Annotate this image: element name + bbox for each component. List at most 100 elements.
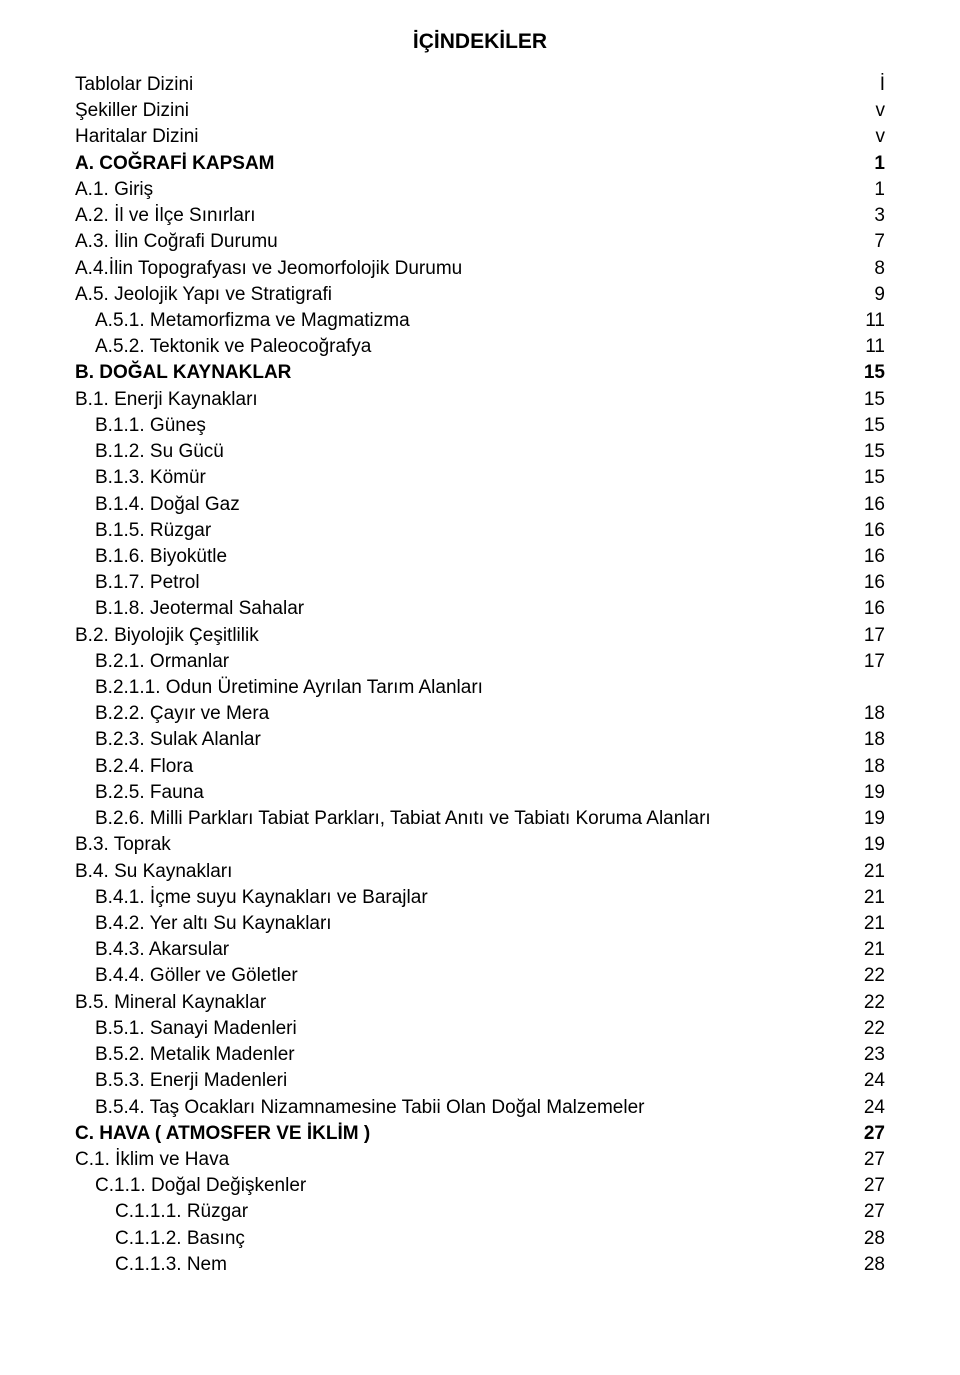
- toc-entry-page: 27: [852, 1199, 885, 1225]
- toc-entry-label: A.1. Giriş: [75, 177, 153, 203]
- toc-entry-page: 21: [852, 937, 885, 963]
- toc-entry-page: 16: [852, 518, 885, 544]
- toc-entry-label: B.2.4. Flora: [75, 754, 193, 780]
- toc-entry-page: 15: [852, 439, 885, 465]
- toc-entry-page: 27: [852, 1173, 885, 1199]
- toc-entry-page: 16: [852, 492, 885, 518]
- toc-entry-label: B.4.3. Akarsular: [75, 937, 229, 963]
- toc-entry-page: 27: [852, 1147, 885, 1173]
- toc-entry-label: C.1.1.3. Nem: [75, 1252, 227, 1278]
- toc-row: B.2.3. Sulak Alanlar18: [75, 727, 885, 753]
- toc-entry-label: C. HAVA ( ATMOSFER VE İKLİM ): [75, 1121, 370, 1147]
- toc-entry-label: B.5.1. Sanayi Madenleri: [75, 1016, 297, 1042]
- toc-row: B.1.3. Kömür15: [75, 465, 885, 491]
- toc-row: Şekiller Diziniv: [75, 98, 885, 124]
- toc-entry-page: 19: [852, 806, 885, 832]
- toc-row: Tablolar Dizini İ: [75, 72, 885, 98]
- toc-entry-label: A.5.2. Tektonik ve Paleocoğrafya: [75, 334, 371, 360]
- toc-entry-page: 18: [852, 701, 885, 727]
- toc-entry-label: Haritalar Dizini: [75, 124, 199, 150]
- toc-row: B.4. Su Kaynakları 21: [75, 859, 885, 885]
- toc-entry-label: A.5. Jeolojik Yapı ve Stratigrafi: [75, 282, 332, 308]
- toc-entry-page: 7: [862, 229, 885, 255]
- toc-row: B.5.2. Metalik Madenler 23: [75, 1042, 885, 1068]
- toc-entry-label: B.3. Toprak: [75, 832, 171, 858]
- toc-row: B.1.2. Su Gücü 15: [75, 439, 885, 465]
- toc-row: C.1.1.2. Basınç28: [75, 1226, 885, 1252]
- toc-entry-page: 27: [852, 1121, 885, 1147]
- toc-entry-page: v: [864, 98, 886, 124]
- toc-entry-label: B.2.2. Çayır ve Mera: [75, 701, 269, 727]
- toc-row: B.1. Enerji Kaynakları15: [75, 387, 885, 413]
- toc-entry-label: B.1.1. Güneş: [75, 413, 206, 439]
- toc-entry-page: 1: [862, 151, 885, 177]
- toc-entry-page: 19: [852, 780, 885, 806]
- toc-entry-page: 16: [852, 596, 885, 622]
- toc-entry-label: B.1. Enerji Kaynakları: [75, 387, 258, 413]
- toc-entry-page: 24: [852, 1068, 885, 1094]
- toc-row: C. HAVA ( ATMOSFER VE İKLİM ) 27: [75, 1121, 885, 1147]
- toc-entry-label: B.2.1.1. Odun Üretimine Ayrılan Tarım Al…: [75, 675, 483, 701]
- toc-entry-page: 24: [852, 1095, 885, 1121]
- toc-entry-page: 23: [852, 1042, 885, 1068]
- toc-row: B.1.7. Petrol16: [75, 570, 885, 596]
- toc-row: B.2.1.1. Odun Üretimine Ayrılan Tarım Al…: [75, 675, 885, 701]
- toc-entry-label: A.5.1. Metamorfizma ve Magmatizma: [75, 308, 410, 334]
- toc-entry-page: 28: [852, 1226, 885, 1252]
- toc-entry-label: B.2.1. Ormanlar: [75, 649, 229, 675]
- toc-entry-label: B.4.4. Göller ve Göletler: [75, 963, 298, 989]
- toc-entry-page: 3: [862, 203, 885, 229]
- toc-entry-label: A. COĞRAFİ KAPSAM: [75, 151, 275, 177]
- toc-entry-page: 22: [852, 990, 885, 1016]
- toc-entry-label: B.5. Mineral Kaynaklar: [75, 990, 266, 1016]
- toc-row: A. COĞRAFİ KAPSAM 1: [75, 151, 885, 177]
- toc-row: A.5.2. Tektonik ve Paleocoğrafya11: [75, 334, 885, 360]
- toc-row: B.4.2. Yer altı Su Kaynakları 21: [75, 911, 885, 937]
- toc-row: B.2.1. Ormanlar17: [75, 649, 885, 675]
- page-title: İÇİNDEKİLER: [75, 30, 885, 54]
- toc-row: B. DOĞAL KAYNAKLAR15: [75, 360, 885, 386]
- toc-entry-page: 17: [852, 623, 885, 649]
- toc-row: B.2. Biyolojik Çeşitlilik17: [75, 623, 885, 649]
- toc-entry-label: Tablolar Dizini: [75, 72, 193, 98]
- toc-entry-label: A.3. İlin Coğrafi Durumu: [75, 229, 278, 255]
- toc-entry-page: 28: [852, 1252, 885, 1278]
- toc-entry-label: B.5.3. Enerji Madenleri: [75, 1068, 287, 1094]
- toc-entry-page: İ: [868, 72, 885, 98]
- toc-entry-label: B. DOĞAL KAYNAKLAR: [75, 360, 291, 386]
- toc-entry-page: 22: [852, 1016, 885, 1042]
- toc-row: B.4.1. İçme suyu Kaynakları ve Barajlar 2…: [75, 885, 885, 911]
- toc-entry-page: 21: [852, 859, 885, 885]
- toc-entry-label: B.1.6. Biyokütle: [75, 544, 227, 570]
- toc-entry-label: B.5.2. Metalik Madenler: [75, 1042, 295, 1068]
- toc-entry-page: 1: [862, 177, 885, 203]
- toc-entry-label: B.4. Su Kaynakları: [75, 859, 232, 885]
- toc-entry-page: 21: [852, 885, 885, 911]
- toc-row: B.2.4. Flora 18: [75, 754, 885, 780]
- toc-entry-label: B.4.1. İçme suyu Kaynakları ve Barajlar: [75, 885, 428, 911]
- toc-row: C.1.1.3. Nem 28: [75, 1252, 885, 1278]
- toc-entry-page: v: [864, 124, 886, 150]
- toc-row: A.5.1. Metamorfizma ve Magmatizma 11: [75, 308, 885, 334]
- toc-row: C.1.1.1. Rüzgar27: [75, 1199, 885, 1225]
- toc-entry-label: B.5.4. Taş Ocakları Nizamnamesine Tabii …: [75, 1095, 644, 1121]
- toc-entry-label: B.1.4. Doğal Gaz: [75, 492, 240, 518]
- toc-entry-page: 19: [852, 832, 885, 858]
- toc-row: Haritalar Dizini v: [75, 124, 885, 150]
- toc-entry-label: B.4.2. Yer altı Su Kaynakları: [75, 911, 332, 937]
- toc-row: B.5.3. Enerji Madenleri 24: [75, 1068, 885, 1094]
- toc-row: B.4.4. Göller ve Göletler 22: [75, 963, 885, 989]
- toc-row: B.2.6. Milli Parkları Tabiat Parkları, T…: [75, 806, 885, 832]
- toc-row: B.1.6. Biyokütle 16: [75, 544, 885, 570]
- toc-row: B.4.3. Akarsular 21: [75, 937, 885, 963]
- toc-entry-page: 11: [853, 308, 885, 334]
- toc-entry-label: B.1.8. Jeotermal Sahalar: [75, 596, 304, 622]
- toc-entry-page: 16: [852, 544, 885, 570]
- toc-row: B.2.5. Fauna19: [75, 780, 885, 806]
- toc-entry-label: B.1.2. Su Gücü: [75, 439, 224, 465]
- toc-list: Tablolar Dizini İŞekiller DizinivHaritala…: [75, 72, 885, 1278]
- toc-entry-page: 18: [852, 754, 885, 780]
- toc-entry-label: C.1. İklim ve Hava: [75, 1147, 229, 1173]
- toc-entry-page: 21: [852, 911, 885, 937]
- toc-entry-page: 22: [852, 963, 885, 989]
